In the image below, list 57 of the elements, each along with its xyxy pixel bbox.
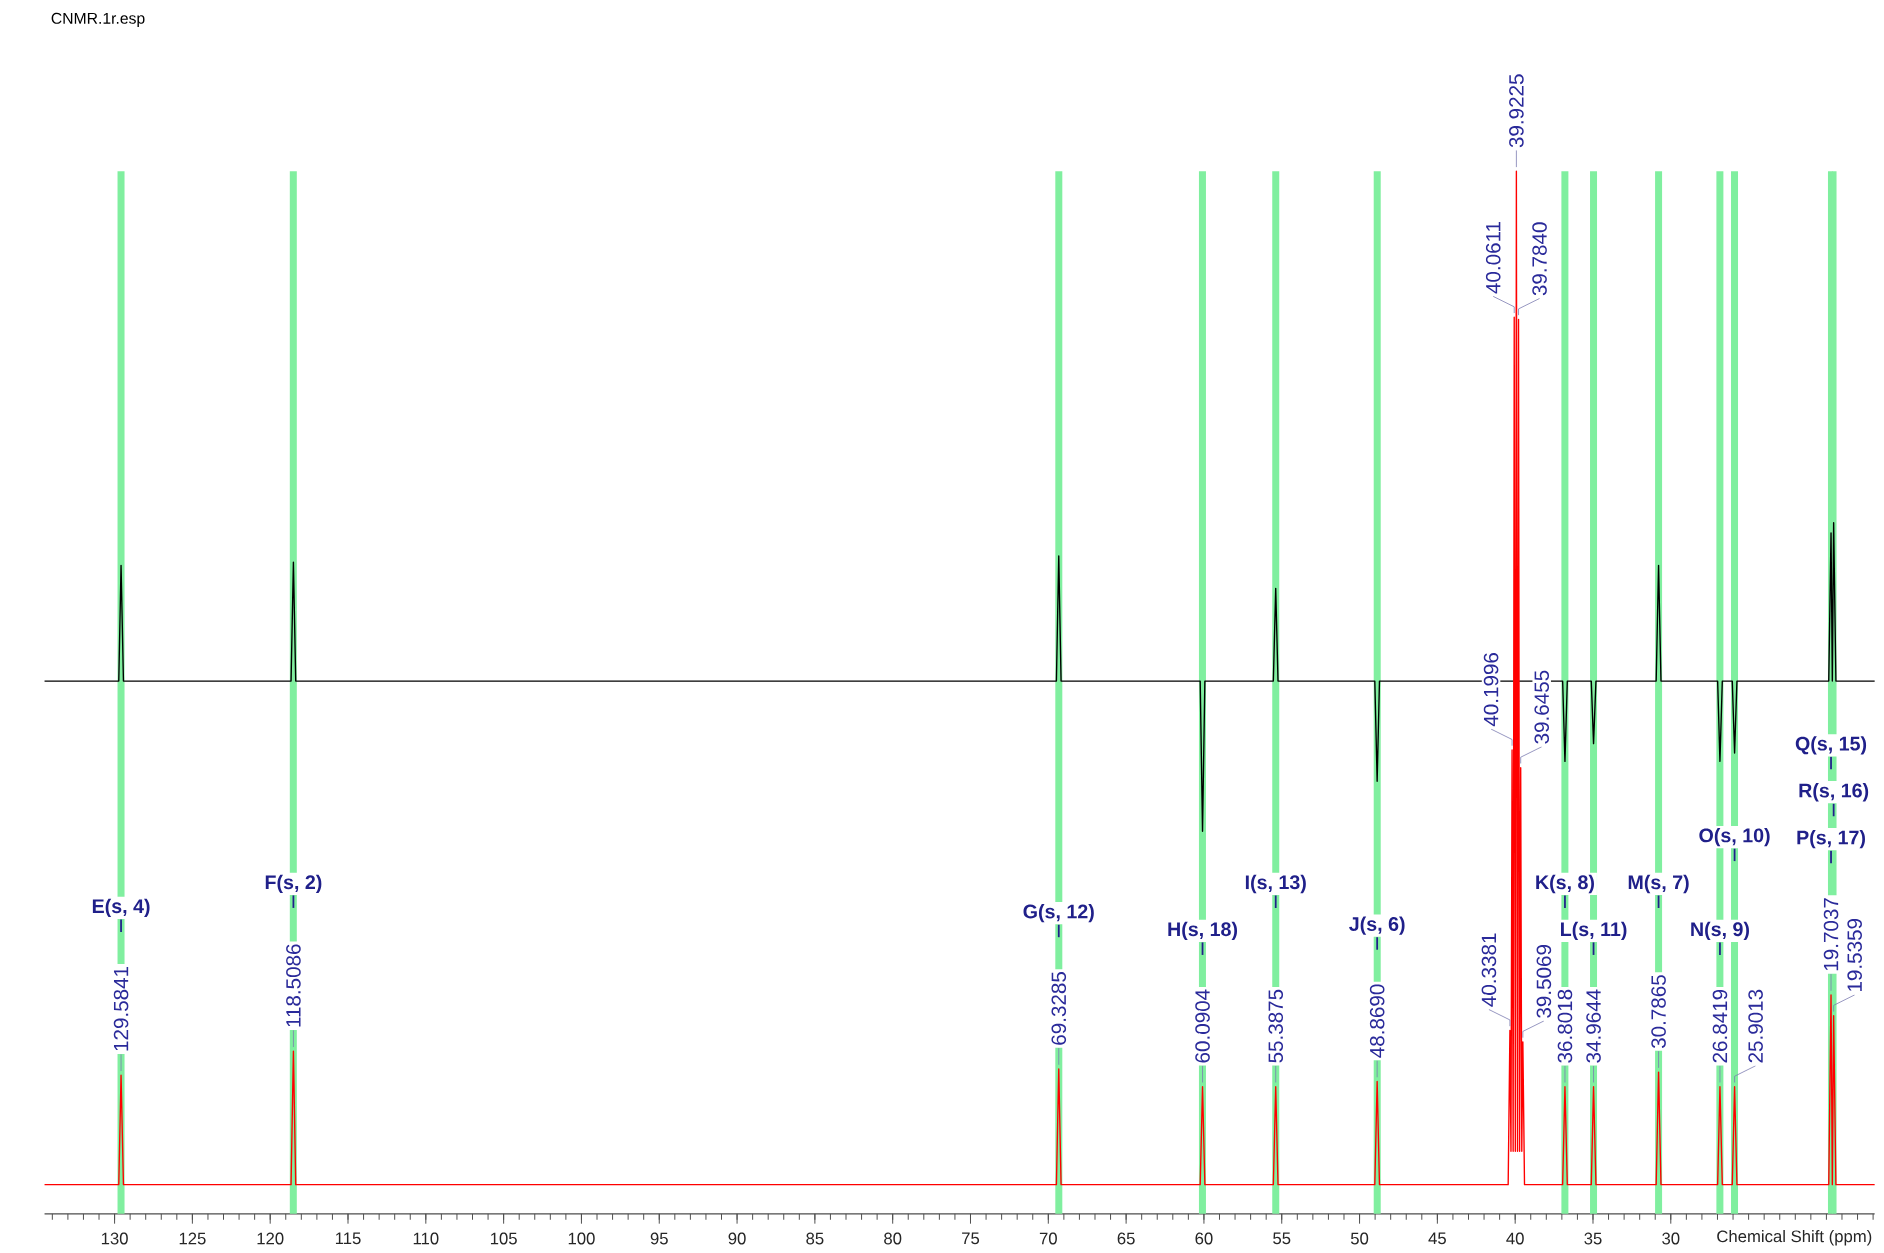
- annotation: M(s, 7): [1628, 874, 1689, 894]
- x-tick-label: 80: [884, 1232, 902, 1245]
- annotation: 40.3381: [1481, 933, 1497, 1007]
- annotation: K(s, 8): [1536, 874, 1594, 894]
- annotation: Q(s, 15): [1795, 736, 1867, 755]
- x-tick-label: 50: [1350, 1232, 1369, 1245]
- x-tick-label: 75: [962, 1232, 980, 1245]
- x-tick-label: 60: [1195, 1232, 1213, 1245]
- annotation: F(s, 2): [265, 874, 322, 894]
- annotation: 39.7840: [1532, 222, 1547, 296]
- annotation: 25.9013: [1748, 989, 1763, 1063]
- x-tick-label: 65: [1117, 1232, 1135, 1245]
- x-tick-label: 130: [101, 1232, 128, 1245]
- annotation: 55.3875: [1268, 989, 1284, 1063]
- annotation: 30.7865: [1651, 975, 1666, 1049]
- annotation: 36.8018: [1557, 989, 1573, 1063]
- x-tick-label: 45: [1428, 1232, 1446, 1245]
- annotation: 129.5841: [113, 967, 129, 1051]
- annotation: 69.3285: [1051, 972, 1067, 1045]
- annotation: 19.7037: [1823, 898, 1839, 971]
- annotation: 40.0611: [1485, 222, 1501, 294]
- annotation: E(s, 4): [92, 898, 150, 918]
- x-tick-label: 85: [806, 1232, 824, 1245]
- annotation: 34.9644: [1586, 989, 1601, 1063]
- annotation: L(s, 11): [1561, 921, 1627, 941]
- x-tick-label: 35: [1584, 1232, 1602, 1245]
- annotation: 19.5359: [1847, 919, 1862, 992]
- annotation: 39.5069: [1536, 945, 1552, 1018]
- x-tick-label: 70: [1039, 1232, 1057, 1245]
- annotation: 118.5086: [286, 944, 301, 1027]
- annotation: N(s, 9): [1691, 921, 1749, 941]
- x-tick-label: 105: [490, 1232, 517, 1245]
- x-tick-label: 100: [568, 1232, 595, 1245]
- annotation: 60.0904: [1195, 989, 1210, 1063]
- x-tick-label: 120: [257, 1232, 284, 1245]
- x-tick-label: 95: [650, 1232, 668, 1245]
- x-axis-title: Chemical Shift (ppm): [1717, 1230, 1872, 1246]
- annotation: J(s, 6): [1349, 916, 1405, 935]
- chart-title: CNMR.1r.esp: [51, 12, 145, 28]
- annotation: P(s, 17): [1797, 830, 1865, 849]
- x-tick-label: 125: [179, 1232, 206, 1245]
- x-tick-label: 55: [1273, 1232, 1291, 1245]
- annotation: R(s, 16): [1799, 783, 1869, 802]
- x-tick-label: 90: [728, 1232, 746, 1245]
- annotation: 40.1996: [1483, 653, 1499, 727]
- annotation: H(s, 18): [1168, 921, 1238, 941]
- annotation: I(s, 13): [1245, 874, 1306, 894]
- annotation: 39.9225: [1509, 74, 1524, 148]
- x-tick-label: 40: [1506, 1232, 1524, 1245]
- x-tick-label: 115: [335, 1232, 361, 1245]
- x-tick-label: 110: [413, 1232, 439, 1245]
- annotation: G(s, 12): [1023, 904, 1094, 923]
- annotation: 39.6455: [1534, 670, 1550, 744]
- annotation: 26.8419: [1712, 989, 1728, 1063]
- annotation: 48.8690: [1369, 984, 1385, 1058]
- annotation: O(s, 10): [1699, 827, 1770, 847]
- x-tick-label: 30: [1662, 1232, 1680, 1245]
